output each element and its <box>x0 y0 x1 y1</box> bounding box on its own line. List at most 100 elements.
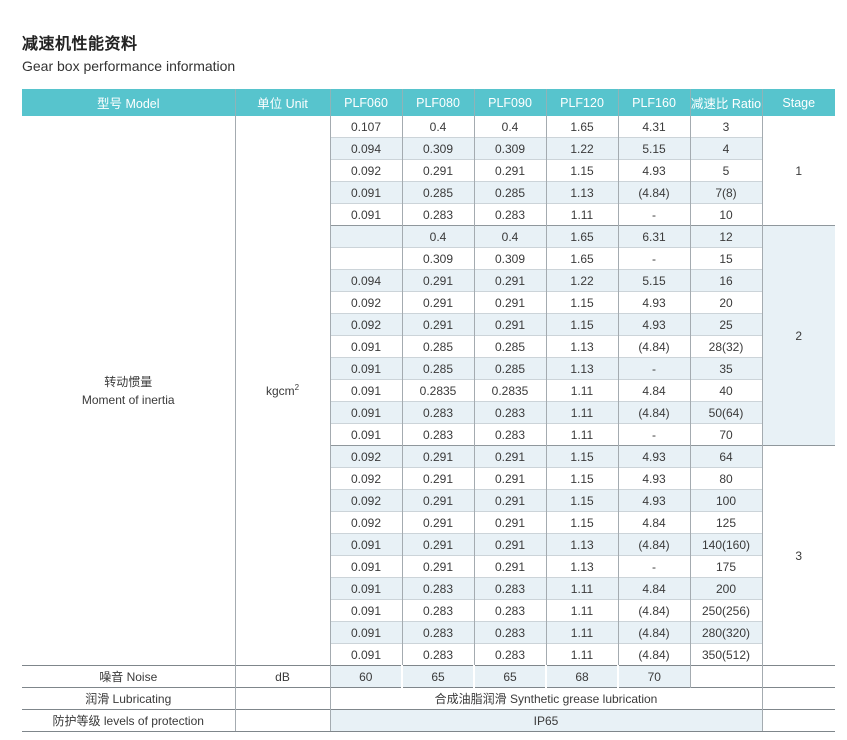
value-cell: 4.93 <box>617 291 690 314</box>
value-cell: 80 <box>689 467 762 490</box>
value-cell: 0.291 <box>401 445 474 468</box>
value-cell: 1.13 <box>545 555 618 578</box>
value-cell: 0.091 <box>329 555 402 578</box>
inertia-row: 0.091 0.285 0.285 1.13 (4.84) 28(32) <box>22 335 835 358</box>
value-cell: 4.93 <box>617 489 690 512</box>
value-cell: 0.283 <box>401 203 474 226</box>
inertia-row: 0.091 0.283 0.283 1.11 4.84 200 <box>22 577 835 600</box>
value-cell: 0.091 <box>329 335 402 358</box>
value-cell: 0.283 <box>473 401 546 424</box>
header-row: 型号 Model 单位 Unit PLF060 PLF080 PLF090 PL… <box>22 89 835 116</box>
row-label-moment-of-inertia: 转动惯量 Moment of inertia <box>22 116 236 666</box>
value-cell: 0.291 <box>473 555 546 578</box>
value-cell: 28(32) <box>689 335 762 358</box>
value-cell: - <box>617 357 690 380</box>
value-cell: 6.31 <box>617 225 690 248</box>
header-plf160: PLF160 <box>618 89 691 116</box>
value-cell: - <box>617 423 690 446</box>
value-cell: 1.15 <box>545 313 618 336</box>
value-cell: 1.13 <box>545 181 618 204</box>
value-cell: 0.091 <box>329 181 402 204</box>
protection-stage-empty <box>761 709 835 732</box>
value-cell: 0.309 <box>401 137 474 160</box>
value-cell: 0.291 <box>401 511 474 534</box>
performance-table: 型号 Model 单位 Unit PLF060 PLF080 PLF090 PL… <box>22 89 835 732</box>
value-cell: 50(64) <box>689 401 762 424</box>
title-block: 减速机性能资料 Gear box performance information <box>22 30 847 74</box>
value-cell: 0.4 <box>473 116 546 138</box>
header-ratio: 减速比 Ratio <box>690 89 763 116</box>
value-cell: - <box>617 555 690 578</box>
value-cell: 0.091 <box>329 357 402 380</box>
value-cell: 0.291 <box>401 555 474 578</box>
inertia-rows: 转动惯量 Moment of inertia kgcm2 0.107 0.4 0.4 1.6… <box>22 116 835 666</box>
value-cell: 0.291 <box>401 313 474 336</box>
value-cell: 0.283 <box>473 577 546 600</box>
value-cell: 1.15 <box>545 159 618 182</box>
inertia-row: 0.092 0.291 0.291 1.15 4.93 64 3 <box>22 445 835 666</box>
value-cell: 4.84 <box>617 511 690 534</box>
value-cell: 5.15 <box>617 269 690 292</box>
value-cell: 4.93 <box>617 467 690 490</box>
value-cell: 1.65 <box>545 247 618 270</box>
value-cell: 0.092 <box>329 511 402 534</box>
value-cell: 1.15 <box>545 511 618 534</box>
page-title-zh: 减速机性能资料 <box>22 36 138 53</box>
value-cell: 4.93 <box>617 445 690 468</box>
value-cell: 1.22 <box>545 269 618 292</box>
value-cell: 1.65 <box>545 116 618 138</box>
value-cell: 3 <box>689 116 762 138</box>
value-cell: 350(512) <box>689 643 762 666</box>
value-cell: 0.309 <box>401 247 474 270</box>
value-cell: 0.092 <box>329 489 402 512</box>
value-cell: 0.107 <box>329 116 402 138</box>
stage-cell-2: 2 <box>761 225 835 446</box>
value-cell: 1.11 <box>545 599 618 622</box>
inertia-row: 0.091 0.285 0.285 1.13 (4.84) 7(8) <box>22 181 835 204</box>
inertia-row: 0.091 0.291 0.291 1.13 (4.84) 140(160) <box>22 533 835 556</box>
value-cell: 175 <box>689 555 762 578</box>
inertia-row: 0.4 0.4 1.65 6.31 12 2 <box>22 225 835 446</box>
value-cell: 4.31 <box>617 116 690 138</box>
value-cell: 0.285 <box>401 357 474 380</box>
value-cell: 0.283 <box>473 203 546 226</box>
value-cell: 0.2835 <box>401 379 474 402</box>
value-cell: 4 <box>689 137 762 160</box>
inertia-row: 转动惯量 Moment of inertia kgcm2 0.107 0.4 0.4 1.6… <box>22 116 835 666</box>
value-cell: 1.15 <box>545 489 618 512</box>
header-plf090: PLF090 <box>474 89 547 116</box>
inertia-row: 0.091 0.2835 0.2835 1.11 4.84 40 <box>22 379 835 402</box>
value-cell: 0.285 <box>473 335 546 358</box>
protection-label: 防护等级 levels of protection <box>22 709 236 732</box>
value-cell: 0.291 <box>401 533 474 556</box>
value-cell: 0.091 <box>329 643 402 666</box>
value-cell: 0.309 <box>473 137 546 160</box>
value-cell: 0.091 <box>329 203 402 226</box>
value-cell: 0.283 <box>473 599 546 622</box>
value-cell: 0.091 <box>329 621 402 644</box>
value-cell: 0.283 <box>401 621 474 644</box>
value-cell: 0.092 <box>329 467 402 490</box>
value-cell: 0.092 <box>329 313 402 336</box>
stage-cell-1: 1 <box>761 116 835 226</box>
protection-unit-empty <box>235 709 331 732</box>
value-cell: 100 <box>689 489 762 512</box>
value-cell: 0.285 <box>401 335 474 358</box>
value-cell: 250(256) <box>689 599 762 622</box>
value-cell: 0.291 <box>473 269 546 292</box>
value-cell <box>329 247 402 270</box>
inertia-row: 0.091 0.291 0.291 1.13-175 <box>22 555 835 578</box>
inertia-row: 0.094 0.291 0.291 1.22 5.15 16 <box>22 269 835 292</box>
inertia-row: 0.091 0.283 0.283 1.11-70 <box>22 423 835 446</box>
value-cell: 0.094 <box>329 137 402 160</box>
value-cell: 0.2835 <box>473 379 546 402</box>
value-cell: 0.291 <box>473 467 546 490</box>
value-cell: 0.291 <box>473 291 546 314</box>
protection-row: 防护等级 levels of protection IP65 <box>22 709 835 732</box>
noise-value-plf160: 70 <box>617 665 690 688</box>
value-cell: 0.291 <box>473 313 546 336</box>
value-cell: 7(8) <box>689 181 762 204</box>
stage-cell-3: 3 <box>761 445 835 666</box>
value-cell: 4.93 <box>617 159 690 182</box>
